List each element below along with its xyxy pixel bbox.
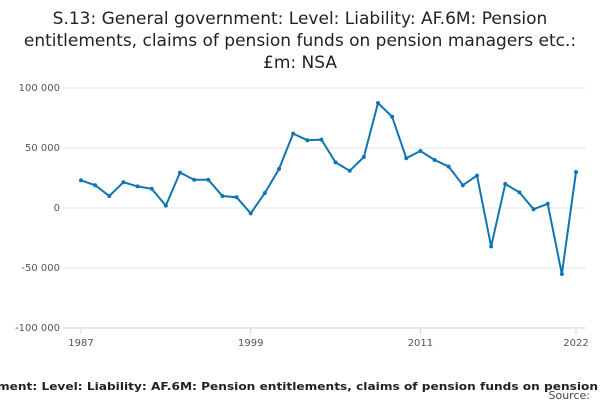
y-tick-label: 50 000 bbox=[25, 143, 60, 154]
x-tick-label: 2022 bbox=[563, 338, 588, 349]
data-point bbox=[418, 149, 423, 153]
data-point bbox=[262, 191, 267, 195]
data-point bbox=[361, 155, 366, 159]
data-point bbox=[220, 194, 225, 198]
data-point bbox=[503, 182, 508, 186]
data-point bbox=[192, 177, 197, 182]
data-point bbox=[93, 183, 98, 188]
source: Source: bbox=[549, 389, 591, 400]
data-point bbox=[432, 158, 437, 162]
data-point bbox=[163, 203, 168, 208]
data-point bbox=[390, 114, 395, 119]
data-point bbox=[135, 184, 140, 189]
data-point bbox=[559, 272, 564, 276]
data-point bbox=[446, 164, 451, 169]
x-tick-label: 1987 bbox=[68, 338, 93, 349]
data-point bbox=[475, 173, 479, 178]
data-point bbox=[121, 180, 126, 185]
data-point bbox=[489, 244, 494, 249]
data-point bbox=[79, 178, 83, 183]
data-point bbox=[291, 131, 296, 136]
chart-title: S.13: General government: Level: Liabili… bbox=[23, 9, 577, 73]
data-point bbox=[319, 137, 324, 142]
data-point bbox=[545, 201, 550, 206]
data-point bbox=[248, 211, 253, 216]
series-line bbox=[80, 101, 577, 275]
data-point bbox=[531, 207, 536, 212]
data-point bbox=[347, 168, 352, 173]
footer: ment: Level: Liability: AF.6M: Pension e… bbox=[0, 380, 598, 393]
data-point bbox=[107, 194, 112, 198]
data-point bbox=[574, 170, 578, 174]
data-point bbox=[460, 183, 465, 188]
x-tick-label: 2011 bbox=[408, 338, 433, 349]
data-point bbox=[277, 167, 281, 171]
data-point bbox=[206, 177, 211, 182]
data-point bbox=[517, 190, 522, 195]
y-tick-label: 0 bbox=[54, 203, 60, 214]
x-tick-label: 1999 bbox=[238, 338, 263, 349]
data-point bbox=[305, 138, 310, 143]
y-tick-label: -50 000 bbox=[21, 263, 60, 274]
data-point bbox=[234, 195, 239, 200]
data-point bbox=[178, 170, 182, 175]
data-point bbox=[333, 160, 338, 165]
y-tick-label: 100 000 bbox=[19, 83, 60, 94]
data-point bbox=[404, 156, 409, 161]
data-point bbox=[376, 101, 380, 105]
data-point bbox=[149, 186, 154, 191]
y-tick-label: -100 000 bbox=[15, 323, 60, 334]
